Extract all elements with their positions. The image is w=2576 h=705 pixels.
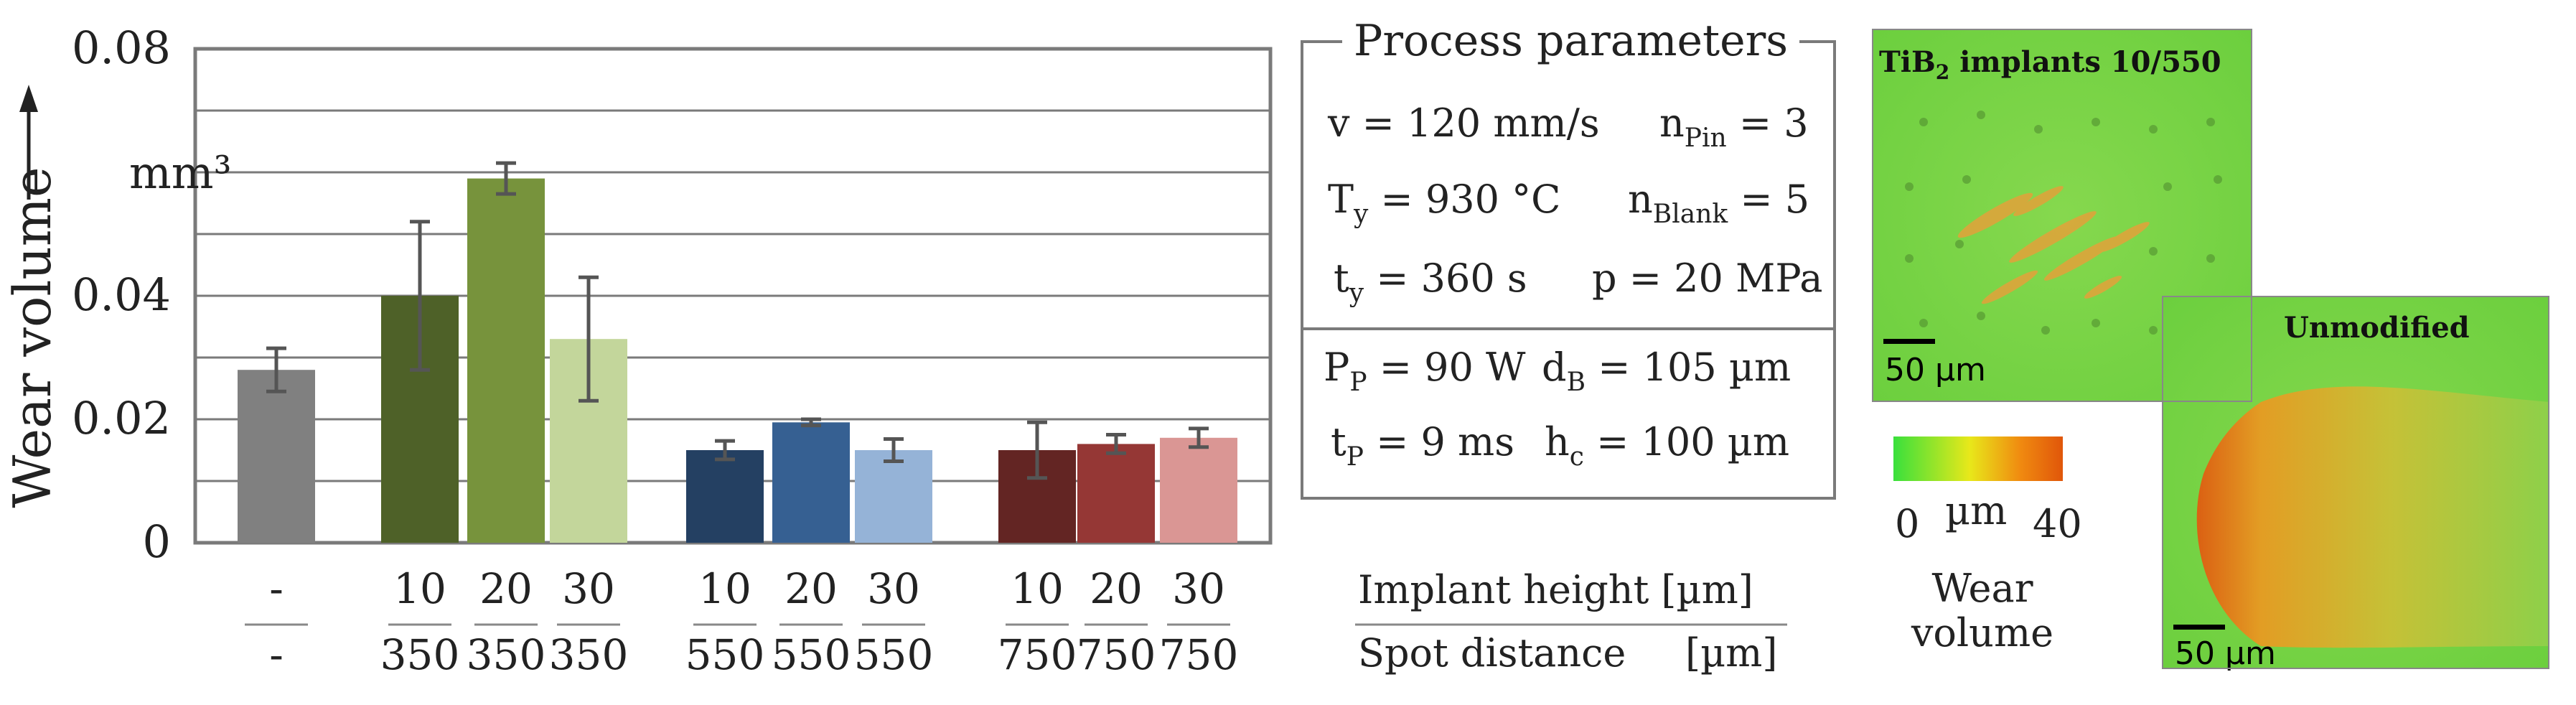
x-tick-label-bottom: 750: [1159, 630, 1239, 679]
x-tick-label-top: 10: [698, 564, 751, 613]
implant-height-label: Implant height [µm]: [1358, 567, 1753, 612]
arrow-up-icon: [19, 85, 38, 200]
error-bar: [266, 346, 286, 393]
x-tick-label-bottom: 550: [854, 630, 934, 679]
colorbar: 0 µm 40 Wear volume: [1893, 436, 2082, 655]
error-bar: [1106, 433, 1126, 455]
micrograph-top-label: TiB2 implants 10/550: [1879, 45, 2221, 84]
micrograph-unmodified: Unmodified 50 µm: [2162, 296, 2549, 672]
bar: [467, 178, 545, 543]
scale-text-top: 50 µm: [1885, 352, 1986, 388]
error-bar: [884, 437, 904, 463]
colorbar-label-1: Wear: [1931, 566, 2033, 611]
parameters-divider: [1301, 327, 1836, 330]
x-tick-label-top: 10: [393, 564, 446, 613]
wear-scar: [2196, 386, 2549, 648]
colorbar-label-2: volume: [1911, 610, 2053, 655]
y-axis-label: Wear volume: [2, 167, 62, 508]
x-tick-label-top: 30: [867, 564, 920, 613]
param-v: v = 120 mm/s: [1328, 101, 1600, 146]
scale-bar-top: [1883, 339, 1935, 344]
x-tick-label-top: 20: [479, 564, 533, 613]
x-tick-label-bottom: 350: [467, 630, 546, 679]
x-tick-label-top: 30: [562, 564, 615, 613]
x-tick-label-top: 20: [784, 564, 838, 613]
implant-dots: [1905, 111, 2222, 335]
wear-streaks: [1957, 186, 2150, 304]
y-tick-labels: 0 0.02 0.04 0.08: [72, 22, 171, 568]
x-tick-label-top: -: [269, 564, 284, 613]
process-parameters-box: [1301, 40, 1836, 500]
x-tick-label-bottom: 550: [685, 630, 765, 679]
bar: [1160, 437, 1237, 543]
process-parameters-title: Process parameters: [1342, 16, 1800, 66]
bar: [772, 422, 850, 543]
error-bar: [801, 417, 821, 428]
spot-distance-label: Spot distance: [1358, 630, 1626, 676]
param-db: dB = 105 µm: [1542, 345, 1792, 397]
micrograph-bottom-label: Unmodified: [2284, 311, 2470, 345]
bars: [238, 178, 1237, 543]
error-bar: [715, 439, 735, 462]
error-bars: [266, 161, 1209, 480]
x-tick-label-bottom: 350: [549, 630, 629, 679]
x-tick-label-top: 30: [1172, 564, 1225, 613]
error-bar: [1189, 426, 1209, 449]
param-ty-time: ty = 360 s: [1334, 256, 1527, 308]
colorbar-gradient: [1893, 436, 2063, 481]
error-bar: [579, 275, 599, 403]
param-n-blank: nBlank = 5: [1628, 177, 1810, 229]
y-tick-label: 0.02: [72, 392, 171, 444]
x-tick-label-bottom: 750: [998, 630, 1077, 679]
param-p: p = 20 MPa: [1592, 256, 1823, 301]
micrograph-tib2: TiB2 implants 10/550 50 µm: [1872, 29, 2252, 402]
error-bar: [410, 220, 430, 372]
micrograph-top-frame: [1872, 29, 2252, 402]
scale-text-bottom: 50 µm: [2175, 635, 2276, 672]
micrograph-bottom-frame: [2162, 296, 2549, 669]
y-unit-label: mm³: [129, 146, 231, 199]
x-tick-label-bottom: 550: [772, 630, 851, 679]
bar: [686, 450, 764, 543]
param-n-pin: nPin = 3: [1659, 101, 1809, 153]
bar: [1077, 444, 1155, 543]
x-tick-label-bottom: 350: [380, 630, 460, 679]
colorbar-max: 40: [2033, 501, 2082, 546]
param-hc: hc = 100 µm: [1545, 419, 1790, 472]
scale-bar-bottom: [2173, 625, 2225, 630]
x-tick-label-top: 10: [1011, 564, 1064, 613]
param-tp: tP = 9 ms: [1331, 419, 1514, 472]
y-axis-title: Wear volume: [2, 167, 62, 508]
colorbar-unit: µm: [1945, 488, 2007, 533]
colorbar-min: 0: [1895, 501, 1919, 546]
y-tick-label: 0.04: [72, 269, 171, 321]
x-tick-label-top: 20: [1090, 564, 1143, 613]
y-tick-label: 0.08: [72, 22, 171, 74]
x-tick-label-bottom: 750: [1077, 630, 1156, 679]
x-tick-label-bottom: -: [269, 630, 284, 679]
error-bar: [1027, 420, 1047, 480]
param-ty-temp: Ty = 930 °C: [1328, 177, 1561, 229]
bar: [855, 450, 932, 543]
x-tick-labels: - - 10 350 20 350 30 350 10 550 20 550 30 550 10 750 20 7…: [245, 564, 1238, 679]
error-bar: [496, 161, 516, 196]
bar: [238, 370, 315, 543]
wear-volume-chart: 0 0.02 0.04 0.08 - - 10 350 20 350 30 350 10 550 20 55…: [2, 22, 1273, 679]
category-legend: Implant height [µm] Spot distance [µm]: [1355, 567, 1787, 676]
spot-distance-unit: [µm]: [1685, 630, 1777, 676]
param-pp: PP = 90 W: [1324, 345, 1526, 397]
y-tick-label: 0: [143, 515, 171, 568]
